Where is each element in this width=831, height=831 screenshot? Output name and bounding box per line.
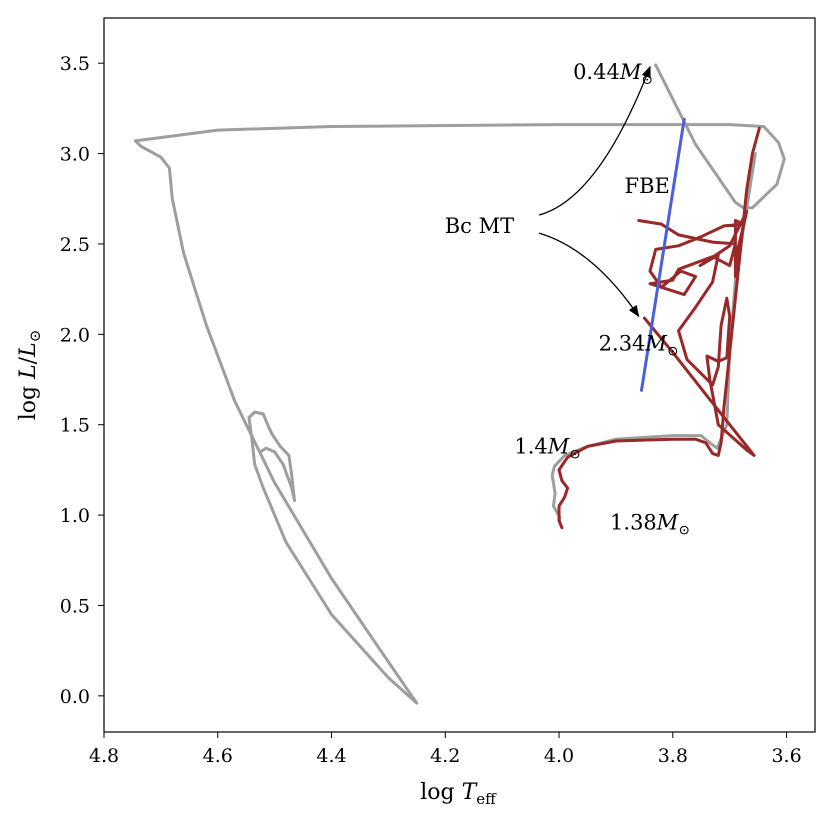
curves-layer [133,63,786,705]
gray-track-1 [133,63,786,705]
red-track-4 [637,209,756,457]
y-tick-label: 2.0 [60,324,90,346]
x-tick-label: 3.6 [771,745,801,767]
annotation-mass-0-44: 0.44M⊙ [573,60,653,88]
x-axis-ticks: 4.8 4.6 4.4 4.2 4.0 3.8 3.6 [89,732,802,767]
annotation-arrows [538,65,651,318]
x-tick-label: 4.6 [203,745,233,767]
annotations: 0.44M⊙ FBE Bc MT 2.34M⊙ 1.4M⊙ 1.38M⊙ [445,60,690,538]
x-tick-label: 3.8 [658,745,688,767]
x-tick-label: 4.4 [316,745,346,767]
x-tick-label: 4.2 [430,745,460,767]
gray-track-2 [550,152,757,522]
y-tick-label: 3.5 [60,53,90,75]
y-tick-label: 1.0 [60,505,90,527]
x-tick-label: 4.0 [544,745,574,767]
y-axis-title: log L/L⊙ [16,330,44,421]
x-axis-title: log Teff [420,780,497,808]
annotation-bc-mt: Bc MT [445,214,514,238]
x-tick-label: 4.8 [89,745,119,767]
blue-track-5 [640,117,686,392]
y-tick-label: 2.5 [60,234,90,256]
y-tick-label: 0.0 [60,686,90,708]
annotation-mass-1-4: 1.4M⊙ [514,434,581,462]
annotation-fbe: FBE [625,174,670,198]
bc-mt-arrow-upper [538,65,651,216]
annotation-mass-2-34: 2.34M⊙ [599,331,679,359]
bc-mt-arrow-lower [538,232,640,318]
y-tick-label: 1.5 [60,415,90,437]
y-tick-label: 3.0 [60,144,90,166]
annotation-mass-1-38: 1.38M⊙ [610,510,690,538]
red-track-3 [557,126,761,530]
y-tick-label: 0.5 [60,595,90,617]
plot-frame [103,17,816,733]
y-axis-ticks: 0.0 0.5 1.0 1.5 2.0 2.5 3.0 3.5 [60,53,104,708]
